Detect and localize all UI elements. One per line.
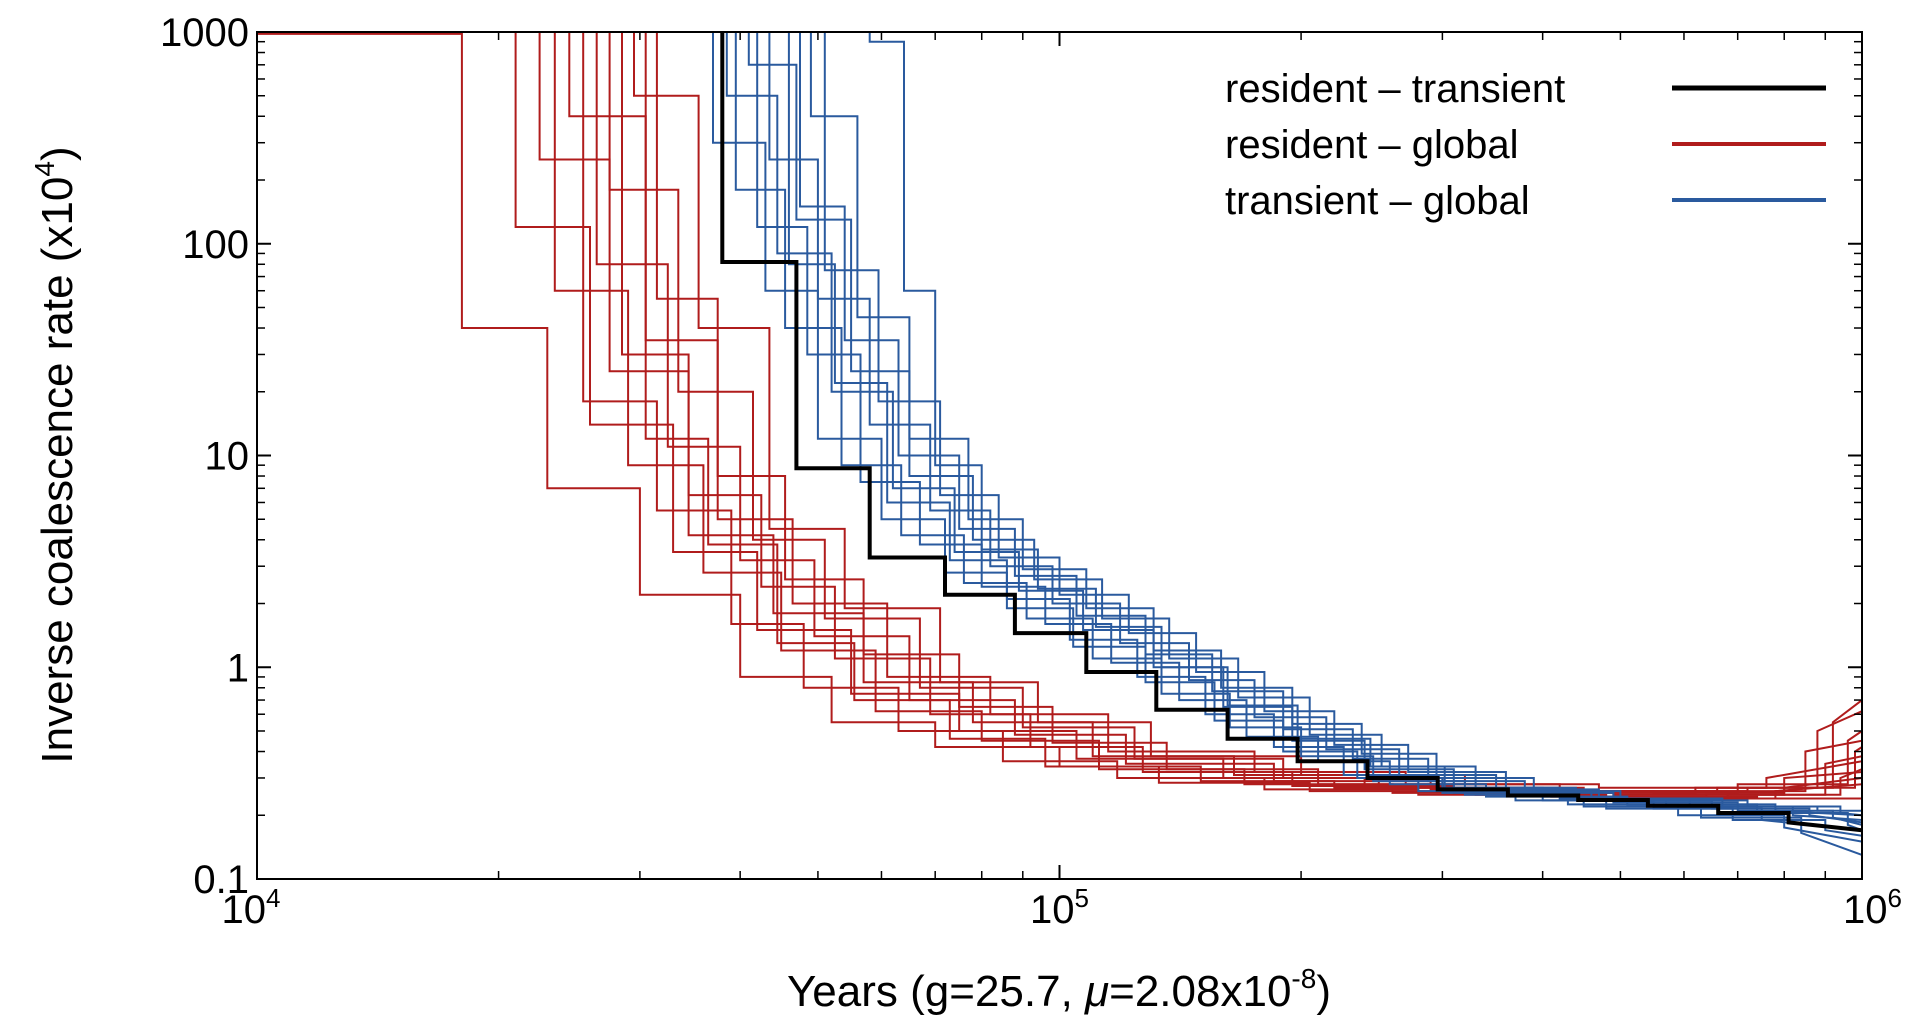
series-line-resident-global-1 (257, 32, 1862, 794)
legend: resident – transient resident – global tra… (1225, 67, 1826, 223)
x-axis-title-exponent: -8 (1291, 963, 1316, 994)
x-axis-title-mu: μ (1084, 967, 1109, 1016)
y-tick-label: 100 (182, 223, 249, 267)
legend-label-resident-global: resident – global (1225, 123, 1519, 167)
y-axis-title-text-1: Inverse coalescence rate (x10 (33, 177, 82, 764)
x-axis-title-text-3: ) (1316, 967, 1331, 1016)
series-line-resident-global-8 (515, 32, 1862, 793)
y-tick-label: 1000 (160, 11, 249, 55)
x-tick-label-exponent: 5 (1075, 883, 1089, 913)
x-axis-title-text-1: Years (g=25.7, (787, 967, 1085, 1016)
legend-label-resident-transient: resident – transient (1225, 67, 1565, 111)
series-line-resident-global-3 (320, 32, 1862, 794)
x-tick-label: 106 (1843, 883, 1902, 932)
y-tick-label: 0.1 (193, 858, 249, 902)
series-line-resident-global-2 (274, 32, 1862, 793)
x-tick-label: 104 (222, 883, 281, 932)
x-tick-label-exponent: 6 (1888, 883, 1902, 913)
series-line-transient-global-11 (844, 32, 1862, 832)
series-line-resident-global-7 (489, 32, 1862, 794)
y-axis-title-exponent: 4 (29, 161, 60, 177)
series-line-resident-global-10 (576, 32, 1862, 789)
y-axis-title-text-2: ) (33, 146, 82, 161)
series-line-resident-transient (720, 32, 1862, 833)
x-axis-title: Years (g=25.7, μ=2.08x10-8) (787, 963, 1331, 1016)
legend-label-transient-global: transient – global (1225, 179, 1530, 223)
x-tick-label-base: 10 (1843, 888, 1888, 932)
x-tick-label-base: 10 (1030, 888, 1075, 932)
y-tick-label: 10 (205, 435, 250, 479)
x-tick-label-base: 10 (222, 888, 267, 932)
series-line-transient-global-5 (703, 32, 1862, 856)
y-tick-label: 1 (227, 646, 249, 690)
series-line-resident-global-11 (603, 32, 1862, 800)
y-axis-title: Inverse coalescence rate (x104) (29, 146, 82, 763)
x-tick-label: 105 (1030, 883, 1089, 932)
series-line-transient-global-8 (740, 32, 1862, 837)
series-line-transient-global-1 (662, 32, 1862, 832)
x-axis-title-text-2: =2.08x10 (1109, 967, 1291, 1016)
x-tick-label-exponent: 4 (266, 883, 280, 913)
series-layer (257, 32, 1862, 856)
